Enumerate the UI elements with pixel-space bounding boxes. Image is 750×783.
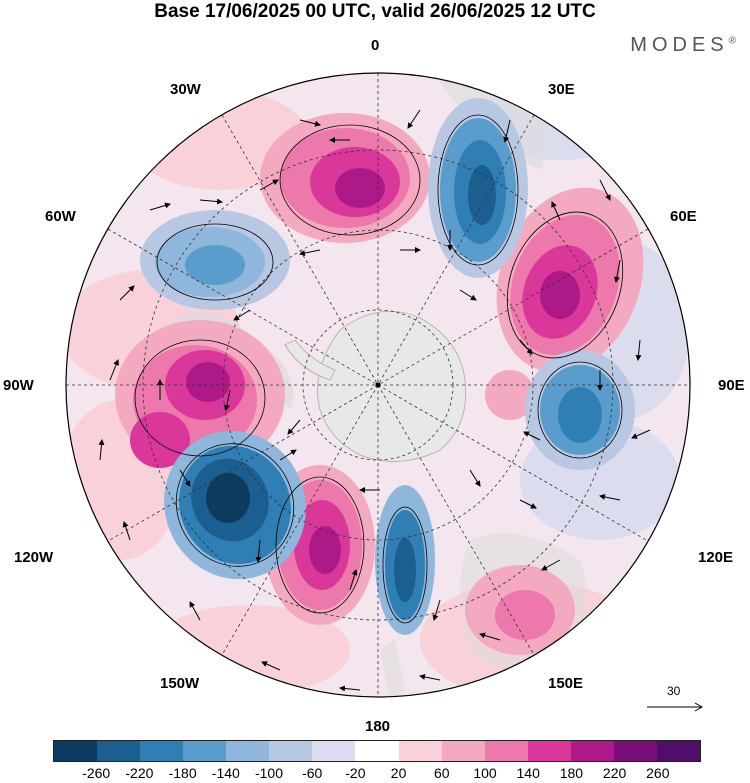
colorbar-tick-label: -20: [345, 765, 366, 781]
colorbar-cell: [355, 741, 399, 761]
colorbar-tick-label: 60: [434, 765, 450, 781]
map-frame: [65, 72, 691, 698]
reference-vector-label: 30: [667, 684, 681, 698]
colorbar-cell: [269, 741, 313, 761]
colorbar-cell: [656, 741, 700, 761]
colorbar-tick-label: 100: [473, 765, 497, 781]
colorbar-tick-label: 180: [559, 765, 584, 781]
lon-label-60e: 60E: [670, 208, 697, 225]
lon-label-120w: 120W: [14, 549, 54, 566]
lon-label-90e: 90E: [718, 377, 745, 394]
colorbar: [53, 740, 701, 762]
colorbar-cell: [140, 741, 184, 761]
lon-label-180: 180: [365, 718, 391, 735]
colorbar-labels: -260 -220 -180 -140 -100 -60 -20 20 60 100 140 180 2…: [53, 765, 701, 783]
reference-vector-arrow: [647, 702, 704, 712]
colorbar-tick-label: -260: [82, 765, 111, 781]
brand-text: MODES: [630, 34, 729, 56]
map-title: Base 17/06/2025 00 UTC, valid 26/06/2025…: [154, 1, 596, 22]
colorbar-cell: [527, 741, 571, 761]
brand-logo: MODES®: [630, 34, 736, 57]
brand-registered-mark: ®: [728, 35, 736, 47]
colorbar-tick-label: -60: [302, 765, 323, 781]
colorbar-cell: [570, 741, 614, 761]
colorbar-cell: [484, 741, 528, 761]
map-field: [66, 73, 690, 697]
lon-label-30e: 30E: [548, 81, 575, 98]
colorbar-tick-label: -220: [125, 765, 154, 781]
colorbar-tick-label: -140: [211, 765, 240, 781]
land-antarctica: [317, 310, 467, 462]
land-nz: [380, 640, 405, 697]
contours: [134, 114, 624, 624]
land-antarctic-peninsula: [284, 339, 336, 381]
colorbar-cell: [183, 741, 227, 761]
colorbar-cell: [398, 741, 442, 761]
negative-anomalies: [140, 98, 635, 635]
colorbar-cell: [97, 741, 141, 761]
lon-label-150w: 150W: [160, 675, 200, 692]
colorbar-cell: [441, 741, 485, 761]
lon-label-60w: 60W: [45, 208, 76, 225]
lon-label-0: 0: [371, 37, 380, 54]
colorbar-tick-label: -100: [254, 765, 284, 781]
colorbar-tick-label: 140: [516, 765, 540, 781]
lon-label-150e: 150E: [548, 675, 584, 692]
colorbar-tick-label: -180: [168, 765, 197, 781]
colorbar-cell: [613, 741, 657, 761]
lon-label-90w: 90W: [3, 377, 34, 394]
colorbar-tick-label: 20: [390, 765, 407, 781]
lon-label-30w: 30W: [170, 81, 201, 98]
colorbar-cell: [54, 741, 98, 761]
colorbar-tick-label: 220: [602, 765, 627, 781]
colorbar-cell: [226, 741, 270, 761]
colorbar-tick-label: 260: [646, 765, 670, 781]
colorbar-cell: [312, 741, 356, 761]
positive-anomalies: [115, 113, 644, 655]
lon-label-120e: 120E: [698, 549, 734, 566]
wind-vectors: [98, 109, 651, 692]
